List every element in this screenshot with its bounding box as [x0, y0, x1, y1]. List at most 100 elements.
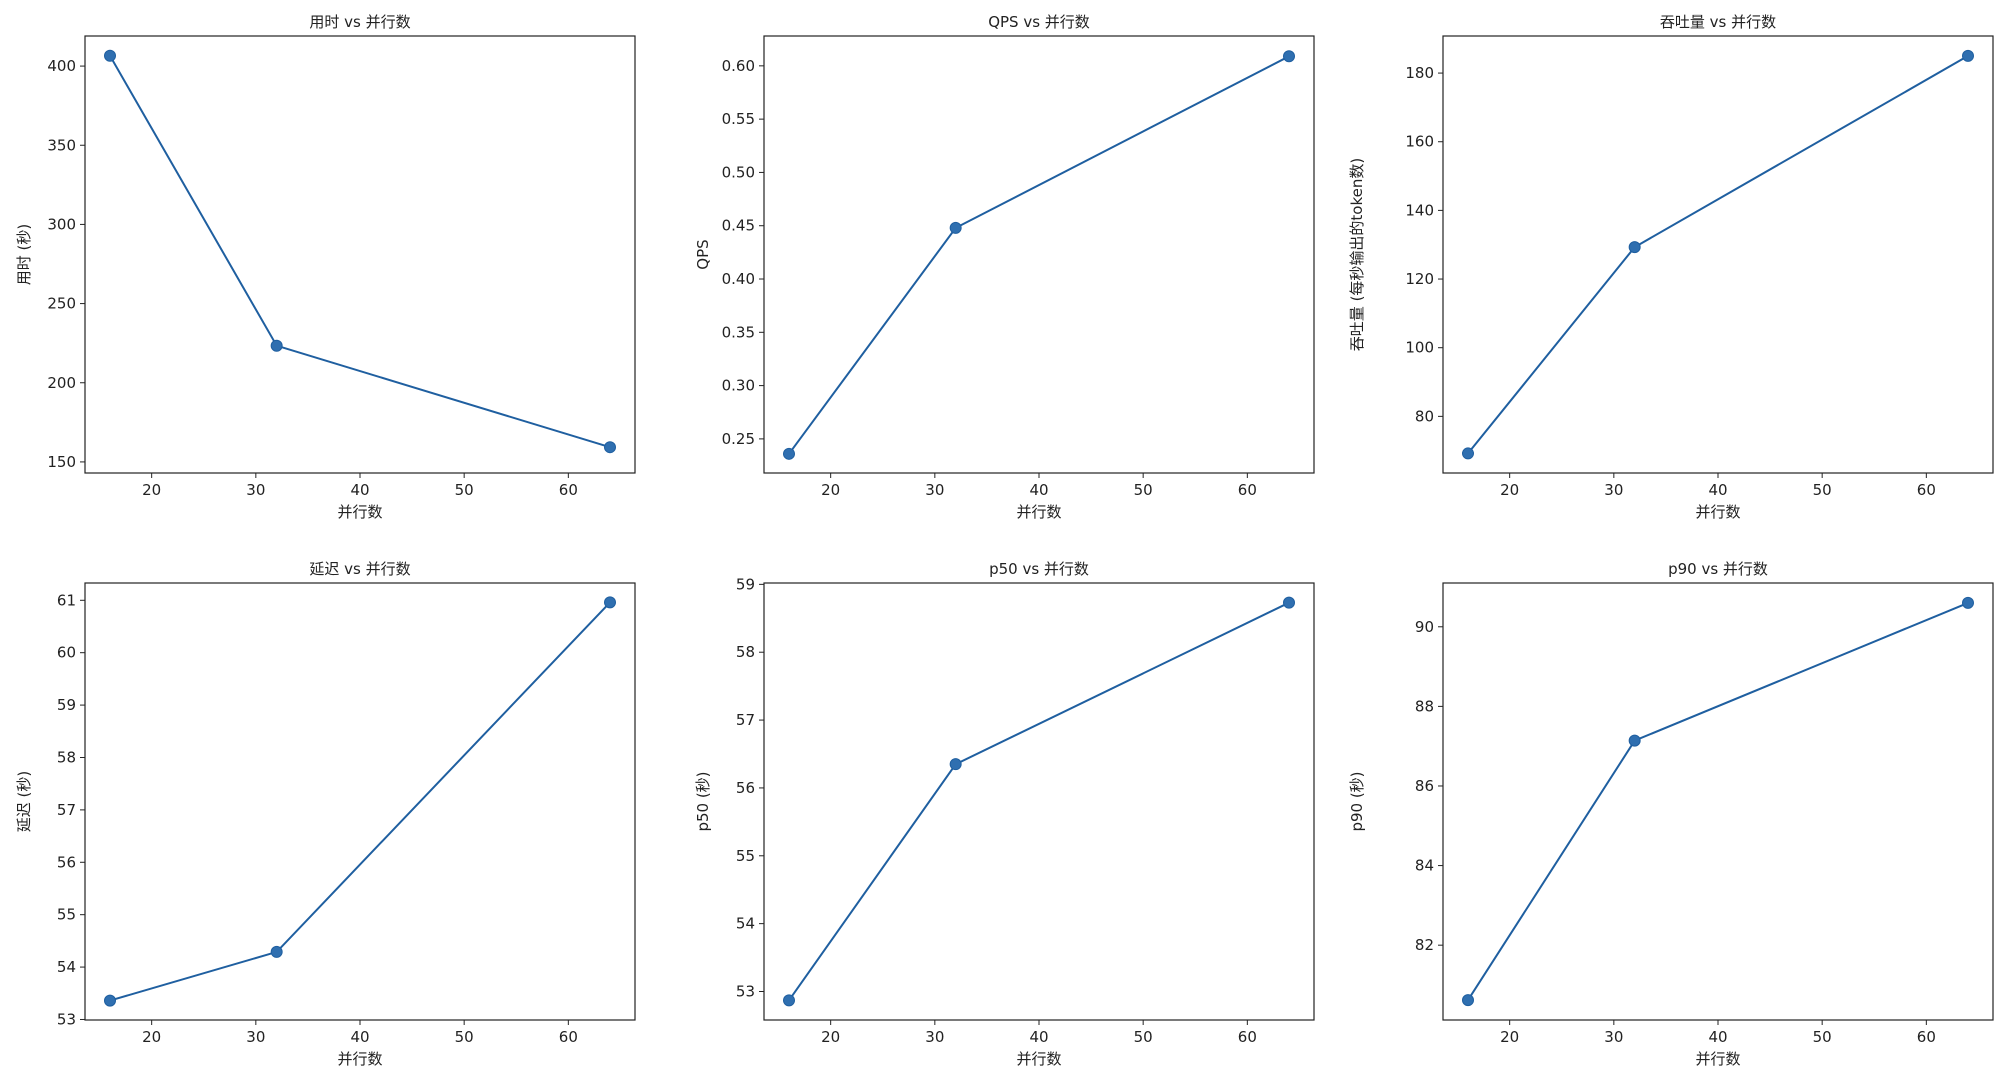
axes-frame: [1442, 582, 1994, 1021]
data-point: [604, 441, 616, 454]
y-axis-label: 延迟 (秒): [15, 771, 33, 832]
x-tick-label: 20: [1500, 481, 1519, 499]
axes-frame: [1442, 35, 1994, 474]
y-tick-label: 56: [736, 779, 755, 797]
chart-title: 延迟 vs 并行数: [309, 560, 410, 578]
x-tick-label: 30: [1604, 1028, 1623, 1046]
x-tick-label: 60: [1917, 1028, 1936, 1046]
y-axis-label: p50 (秒): [694, 771, 712, 831]
y-tick-label: 88: [1415, 697, 1434, 715]
y-tick-label: 56: [57, 853, 76, 871]
data-point: [604, 596, 616, 609]
x-tick-label: 30: [1604, 481, 1623, 499]
x-axis-label: 并行数: [1016, 503, 1061, 521]
x-tick-label: 30: [246, 481, 265, 499]
y-tick-label: 180: [1405, 64, 1434, 82]
y-tick-label: 54: [57, 958, 76, 976]
data-point: [104, 49, 116, 62]
y-tick-label: 0.40: [722, 270, 755, 288]
x-tick-label: 40: [1029, 481, 1048, 499]
y-tick-label: 59: [736, 575, 755, 593]
x-axis-label: 并行数: [1695, 1050, 1740, 1068]
y-tick-label: 58: [736, 643, 755, 661]
series-line: [1467, 601, 1969, 1001]
data-point: [1283, 50, 1295, 63]
data-point: [1628, 734, 1641, 747]
data-point: [783, 994, 795, 1007]
data-point: [1462, 447, 1474, 460]
y-tick-label: 140: [1405, 201, 1434, 219]
x-axis-label: 并行数: [1695, 503, 1740, 521]
y-tick-label: 60: [57, 644, 76, 662]
y-tick-label: 82: [1415, 936, 1434, 954]
y-tick-label: 400: [47, 57, 76, 75]
axes-frame: [763, 35, 1315, 474]
chart-title: p50 vs 并行数: [989, 560, 1089, 578]
x-tick-label: 20: [821, 481, 840, 499]
y-tick-label: 57: [57, 801, 76, 819]
x-axis-label: 并行数: [337, 1050, 382, 1068]
y-tick-label: 250: [47, 295, 76, 313]
series-line: [788, 55, 1290, 455]
y-tick-label: 54: [736, 915, 755, 933]
y-tick-label: 0.35: [722, 323, 755, 341]
y-tick-label: 300: [47, 215, 76, 233]
x-tick-label: 50: [1813, 481, 1832, 499]
x-tick-label: 20: [821, 1028, 840, 1046]
x-tick-label: 60: [1238, 1028, 1257, 1046]
y-tick-label: 55: [736, 847, 755, 865]
y-axis-label: 吞吐量 (每秒输出的token数): [1348, 158, 1366, 351]
y-tick-label: 160: [1405, 133, 1434, 151]
x-tick-label: 50: [1134, 1028, 1153, 1046]
x-tick-label: 20: [142, 1028, 161, 1046]
y-tick-label: 200: [47, 374, 76, 392]
x-tick-label: 40: [350, 1028, 369, 1046]
x-tick-label: 60: [1917, 481, 1936, 499]
x-tick-label: 60: [1238, 481, 1257, 499]
y-axis-label: p90 (秒): [1348, 771, 1366, 831]
y-tick-label: 0.50: [722, 163, 755, 181]
chart-panel-1: 用时 vs 并行数 20 30 40 50 60 150 200 250 300 350 400 并行数…: [15, 13, 636, 521]
x-axis-label: 并行数: [1016, 1050, 1061, 1068]
data-point: [783, 447, 795, 460]
y-tick-label: 0.25: [722, 430, 755, 448]
data-point: [1962, 49, 1974, 62]
x-tick-label: 50: [455, 1028, 474, 1046]
chart-title: QPS vs 并行数: [988, 13, 1090, 31]
y-tick-label: 150: [47, 453, 76, 471]
data-point: [1283, 596, 1295, 609]
y-tick-label: 120: [1405, 270, 1434, 288]
y-tick-label: 350: [47, 136, 76, 154]
y-axis-label: 用时 (秒): [15, 224, 33, 285]
y-tick-label: 57: [736, 711, 755, 729]
x-tick-label: 40: [1708, 1028, 1727, 1046]
x-tick-label: 20: [142, 481, 161, 499]
y-tick-label: 0.60: [722, 57, 755, 75]
x-tick-label: 20: [1500, 1028, 1519, 1046]
y-tick-label: 80: [1415, 407, 1434, 425]
x-tick-label: 50: [1134, 481, 1153, 499]
y-tick-label: 59: [57, 696, 76, 714]
x-tick-label: 40: [350, 481, 369, 499]
series-line: [788, 601, 1290, 1001]
data-point: [1628, 241, 1641, 254]
axes-frame: [84, 582, 636, 1021]
y-tick-label: 100: [1405, 339, 1434, 357]
y-axis-label: QPS: [694, 239, 712, 269]
data-point: [1462, 994, 1474, 1007]
x-tick-label: 30: [925, 1028, 944, 1046]
data-point: [949, 758, 962, 771]
axes-frame: [763, 582, 1315, 1021]
y-tick-label: 0.30: [722, 377, 755, 395]
axes-frame: [84, 35, 636, 474]
data-point: [1962, 596, 1974, 609]
y-tick-label: 61: [57, 591, 76, 609]
data-point: [270, 339, 283, 352]
series-line: [109, 55, 611, 449]
x-tick-label: 50: [1813, 1028, 1832, 1046]
x-axis-label: 并行数: [337, 503, 382, 521]
chart-panel-4: 延迟 vs 并行数 20 30 40 50 60 53 54 55 56 57 58 59 60 61 并行数…: [15, 560, 636, 1068]
y-tick-label: 84: [1415, 857, 1434, 875]
